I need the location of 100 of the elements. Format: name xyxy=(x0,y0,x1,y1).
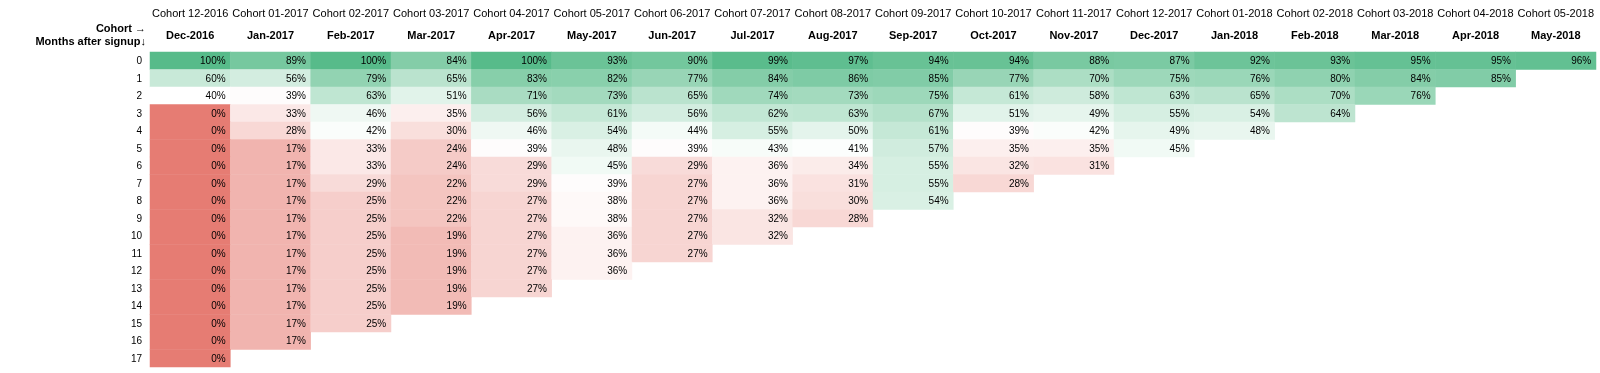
data-label: 55% xyxy=(928,160,949,172)
data-label: 33% xyxy=(366,160,387,172)
data-label: 65% xyxy=(446,72,467,84)
y-tick-label: 7 xyxy=(136,177,143,189)
data-label: 80% xyxy=(1330,72,1351,84)
data-label: 28% xyxy=(1008,177,1030,189)
x-tick-label: Cohort 01-2018 xyxy=(1196,6,1273,19)
x-tick-label: Cohort 09-2017 xyxy=(874,6,952,19)
text: Jul-2017 xyxy=(730,28,775,41)
data-label: 90% xyxy=(687,55,708,67)
data-label: 55% xyxy=(767,125,789,137)
data-label: 0% xyxy=(211,317,226,329)
data-label: 56% xyxy=(285,72,307,84)
data-label: 27% xyxy=(526,230,548,242)
data-label: 24% xyxy=(446,142,467,154)
x-tick-label: Cohort 05-2018 xyxy=(1517,6,1595,19)
data-label: 0% xyxy=(211,107,226,119)
data-label: 70% xyxy=(1089,72,1110,84)
data-label: 36% xyxy=(767,177,789,189)
data-label: 19% xyxy=(446,247,467,259)
data-label: 19% xyxy=(446,282,467,294)
data-label: 63% xyxy=(366,90,387,102)
data-label: 76% xyxy=(1410,90,1431,102)
data-label: 93% xyxy=(607,55,628,67)
data-label: 25% xyxy=(366,230,387,242)
y-tick-label: 17 xyxy=(130,352,143,364)
data-label: 27% xyxy=(526,195,548,207)
data-label: 28% xyxy=(848,212,869,224)
data-label: 97% xyxy=(848,55,869,67)
data-label: 56% xyxy=(526,107,548,119)
data-label: 83% xyxy=(526,72,548,84)
x-tick-label: Cohort 04-2018 xyxy=(1437,6,1514,19)
data-label: 39% xyxy=(285,90,307,102)
data-label: 0% xyxy=(211,265,226,277)
data-label: 32% xyxy=(767,212,789,224)
data-label: 73% xyxy=(848,90,869,102)
data-label: 94% xyxy=(928,55,949,67)
data-label: 27% xyxy=(687,247,708,259)
x-tick-label: Cohort 03-2017 xyxy=(392,6,470,19)
data-label: 27% xyxy=(687,212,708,224)
data-label: 25% xyxy=(366,317,387,329)
data-label: 85% xyxy=(1490,72,1512,84)
data-label: 48% xyxy=(607,142,628,154)
data-label: 67% xyxy=(928,107,949,119)
data-label: 84% xyxy=(767,72,789,84)
data-label: 65% xyxy=(1249,90,1271,102)
data-label: 54% xyxy=(928,195,949,207)
data-label: 29% xyxy=(687,160,708,172)
data-label: 35% xyxy=(1089,142,1110,154)
data-label: 54% xyxy=(607,125,628,137)
data-label: 79% xyxy=(366,72,387,84)
data-label: 54% xyxy=(1249,107,1271,119)
x-tick-label: Cohort 08-2017 xyxy=(794,6,872,19)
data-label: 95% xyxy=(1490,55,1512,67)
data-label: 0% xyxy=(211,212,226,224)
data-label: 57% xyxy=(928,142,949,154)
data-label: 27% xyxy=(526,212,548,224)
data-label: 35% xyxy=(1008,142,1030,154)
data-label: 33% xyxy=(366,142,387,154)
text: Apr-2017 xyxy=(487,28,536,41)
y-tick-label: 5 xyxy=(136,142,143,154)
data-label: 56% xyxy=(687,107,708,119)
data-label: 61% xyxy=(928,125,949,137)
text: Sep-2017 xyxy=(889,28,938,41)
text: Feb-2017 xyxy=(326,28,375,41)
data-label: 100% xyxy=(360,55,387,67)
data-label: 19% xyxy=(446,265,467,277)
data-label: 0% xyxy=(211,125,226,137)
data-label: 38% xyxy=(607,195,628,207)
text: Jun-2017 xyxy=(648,28,697,41)
x-axis-title: Cohort → xyxy=(95,21,146,34)
data-label: 42% xyxy=(1089,125,1110,137)
data-label: 39% xyxy=(526,142,548,154)
data-label: 25% xyxy=(366,212,387,224)
data-label: 32% xyxy=(767,230,789,242)
y-tick-label: 0 xyxy=(136,55,143,67)
data-label: 17% xyxy=(285,247,307,259)
data-label: 100% xyxy=(200,55,226,67)
data-label: 55% xyxy=(928,177,949,189)
data-label: 25% xyxy=(366,247,387,259)
data-label: 51% xyxy=(1008,107,1030,119)
data-label: 76% xyxy=(1249,72,1271,84)
data-label: 17% xyxy=(285,160,307,172)
data-label: 27% xyxy=(526,265,548,277)
text: Jan-2017 xyxy=(246,28,295,41)
data-label: 25% xyxy=(366,300,387,312)
text: Dec-2016 xyxy=(166,28,215,41)
data-label: 17% xyxy=(285,195,307,207)
y-tick-label: 4 xyxy=(136,125,143,137)
data-label: 99% xyxy=(767,55,789,67)
y-tick-label: 14 xyxy=(130,300,143,312)
x-tick-label: Cohort 02-2017 xyxy=(312,6,390,19)
x-tick-label: Cohort 12-2016 xyxy=(151,6,229,19)
y-axis-title: Months after signup↓ xyxy=(35,34,146,47)
data-label: 27% xyxy=(526,247,548,259)
data-label: 25% xyxy=(366,195,387,207)
data-label: 58% xyxy=(1089,90,1110,102)
data-label: 36% xyxy=(607,230,628,242)
data-label: 0% xyxy=(211,352,226,364)
data-label: 77% xyxy=(687,72,708,84)
